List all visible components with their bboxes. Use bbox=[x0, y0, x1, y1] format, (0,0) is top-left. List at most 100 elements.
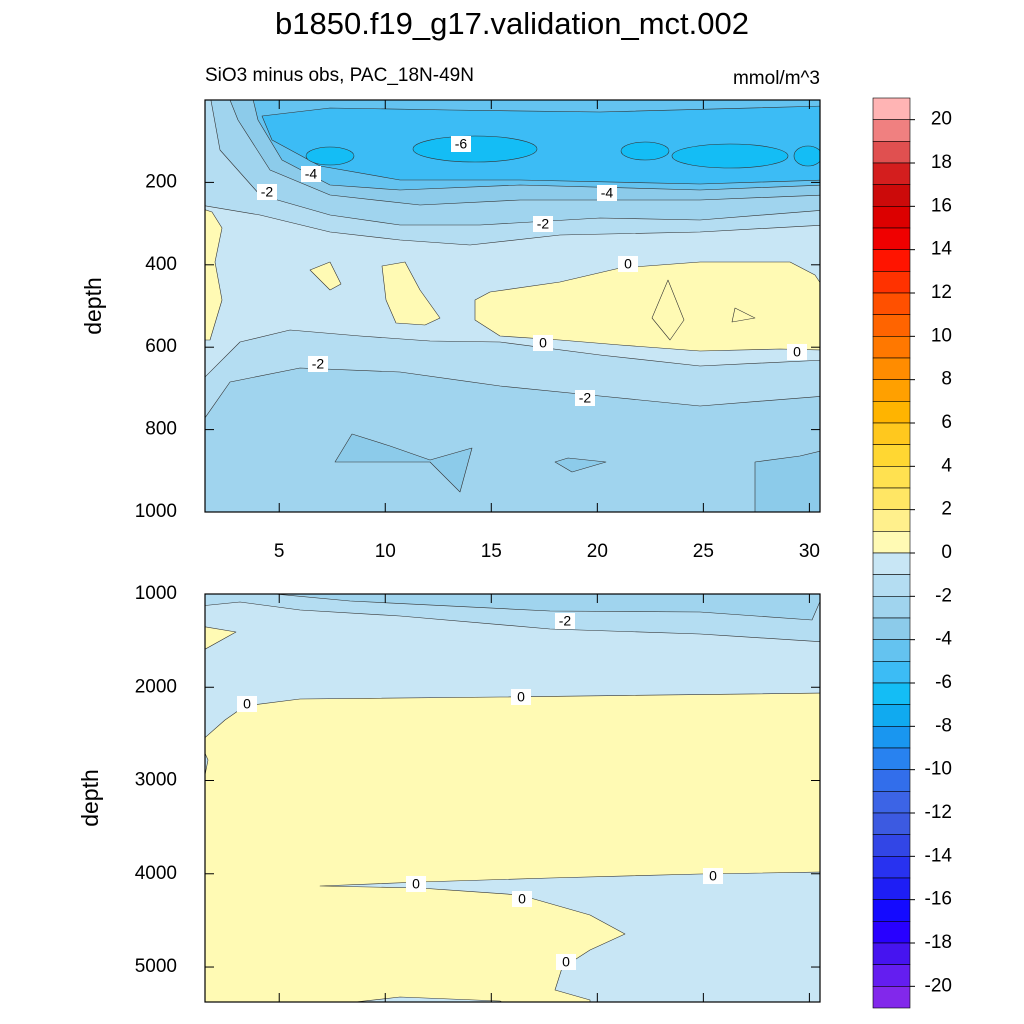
colorbar-box bbox=[872, 769, 911, 792]
colorbar-box bbox=[872, 639, 911, 662]
y-axis-label: depth bbox=[77, 769, 103, 827]
colorbar-tick-label: -4 bbox=[935, 629, 952, 650]
colorbar-tick-label: -20 bbox=[925, 975, 952, 996]
plot-frame bbox=[204, 99, 821, 513]
colorbar-box bbox=[872, 552, 911, 575]
colorbar-tick-label: 8 bbox=[941, 369, 952, 390]
colorbar-box bbox=[872, 401, 911, 424]
contour-region bbox=[651, 279, 685, 341]
colorbar-box bbox=[872, 249, 911, 272]
contour-label-box bbox=[703, 868, 723, 884]
contour-label-box bbox=[257, 184, 277, 200]
x-tick-label: 20 bbox=[587, 541, 608, 562]
contour-label-box bbox=[533, 335, 553, 351]
colorbar-box bbox=[872, 617, 911, 640]
contour-region bbox=[754, 450, 820, 512]
x-tick-label: 5 bbox=[274, 541, 285, 562]
colorbar-tick-label: 12 bbox=[931, 282, 952, 303]
colorbar-box bbox=[872, 314, 911, 337]
colorbar-box bbox=[872, 661, 911, 684]
contour-label: 0 bbox=[243, 696, 251, 712]
colorbar-tick-label: -6 bbox=[935, 672, 952, 693]
y-tick-label: 5000 bbox=[135, 956, 177, 977]
contour-region bbox=[271, 594, 820, 621]
y-tick-label: 1000 bbox=[135, 583, 177, 604]
contour-label-box bbox=[511, 689, 531, 705]
subtitle: SiO3 minus obs, PAC_18N-49N bbox=[205, 65, 474, 86]
colorbar-box bbox=[872, 97, 911, 120]
contour-region bbox=[731, 307, 756, 323]
contour-label: 0 bbox=[562, 954, 570, 970]
contour-region bbox=[309, 261, 342, 291]
colorbar-tick-label: -16 bbox=[925, 889, 952, 910]
colorbar-box bbox=[872, 986, 911, 1009]
contour-label: -2 bbox=[261, 184, 274, 200]
contour-label-box bbox=[451, 136, 471, 152]
contour-region bbox=[381, 261, 441, 326]
contour-label: -2 bbox=[579, 390, 592, 406]
contour-label: -2 bbox=[559, 613, 572, 629]
colorbar-box bbox=[872, 942, 911, 965]
contour-region bbox=[620, 141, 670, 161]
contour-region bbox=[352, 996, 503, 1002]
colorbar-box bbox=[872, 812, 911, 835]
contour-label-box bbox=[512, 891, 532, 907]
colorbar-box bbox=[872, 466, 911, 489]
contour-label: -4 bbox=[601, 185, 614, 201]
contour-region bbox=[793, 145, 820, 167]
x-tick-label: 15 bbox=[481, 541, 502, 562]
contour-label-box bbox=[575, 390, 595, 406]
colorbar-box bbox=[872, 856, 911, 879]
chart-title: b1850.f19_g17.validation_mct.002 bbox=[275, 6, 749, 41]
units-label: mmol/m^3 bbox=[733, 68, 820, 89]
contour-label-box bbox=[308, 356, 328, 372]
colorbar-box bbox=[872, 596, 911, 619]
contour-region bbox=[305, 146, 355, 166]
contour-region bbox=[205, 367, 820, 512]
colorbar-box bbox=[872, 379, 911, 402]
colorbar-box bbox=[872, 336, 911, 359]
colorbar-box bbox=[872, 206, 911, 229]
contour-label: 0 bbox=[709, 868, 717, 884]
colorbar-tick-label: 4 bbox=[941, 455, 952, 476]
contour-label: -2 bbox=[537, 216, 550, 232]
contour-region bbox=[412, 135, 538, 163]
colorbar-box bbox=[872, 726, 911, 749]
colorbar-box bbox=[872, 444, 911, 467]
colorbar-box bbox=[872, 877, 911, 900]
colorbar-box bbox=[872, 292, 911, 315]
contour-label: 0 bbox=[539, 335, 547, 351]
contour-region bbox=[474, 261, 820, 352]
colorbar-tick-label: 16 bbox=[931, 195, 952, 216]
contour-label-box bbox=[597, 185, 617, 201]
y-tick-label: 200 bbox=[145, 171, 177, 192]
contour-label-box bbox=[556, 954, 576, 970]
colorbar-box bbox=[872, 682, 911, 705]
contour-region bbox=[205, 209, 223, 341]
colorbar-box bbox=[872, 141, 911, 164]
contour-label-box bbox=[406, 876, 426, 892]
contour-fills-bottom bbox=[205, 594, 820, 1002]
y-tick-label: 600 bbox=[145, 336, 177, 357]
y-tick-label: 800 bbox=[145, 419, 177, 440]
colorbar-box bbox=[872, 531, 911, 554]
y-tick-label: 1000 bbox=[135, 501, 177, 522]
x-tick-label: 30 bbox=[799, 541, 820, 562]
y-axis-label: depth bbox=[80, 277, 106, 335]
colorbar-box bbox=[872, 271, 911, 294]
colorbar-box bbox=[872, 964, 911, 987]
colorbar-box bbox=[872, 834, 911, 857]
colorbar-box bbox=[872, 791, 911, 814]
contour-region bbox=[554, 457, 607, 473]
contour-label: 0 bbox=[624, 256, 632, 272]
colorbar-tick-label: 20 bbox=[931, 109, 952, 130]
contour-fills-top bbox=[205, 100, 820, 512]
colorbar-box bbox=[872, 509, 911, 532]
contour-label-box bbox=[787, 344, 807, 360]
y-tick-label: 2000 bbox=[135, 676, 177, 697]
colorbar-tick-label: 0 bbox=[941, 542, 952, 563]
plot-frame bbox=[204, 593, 821, 1003]
colorbar-tick-label: 10 bbox=[931, 325, 952, 346]
colorbar-box bbox=[872, 227, 911, 250]
